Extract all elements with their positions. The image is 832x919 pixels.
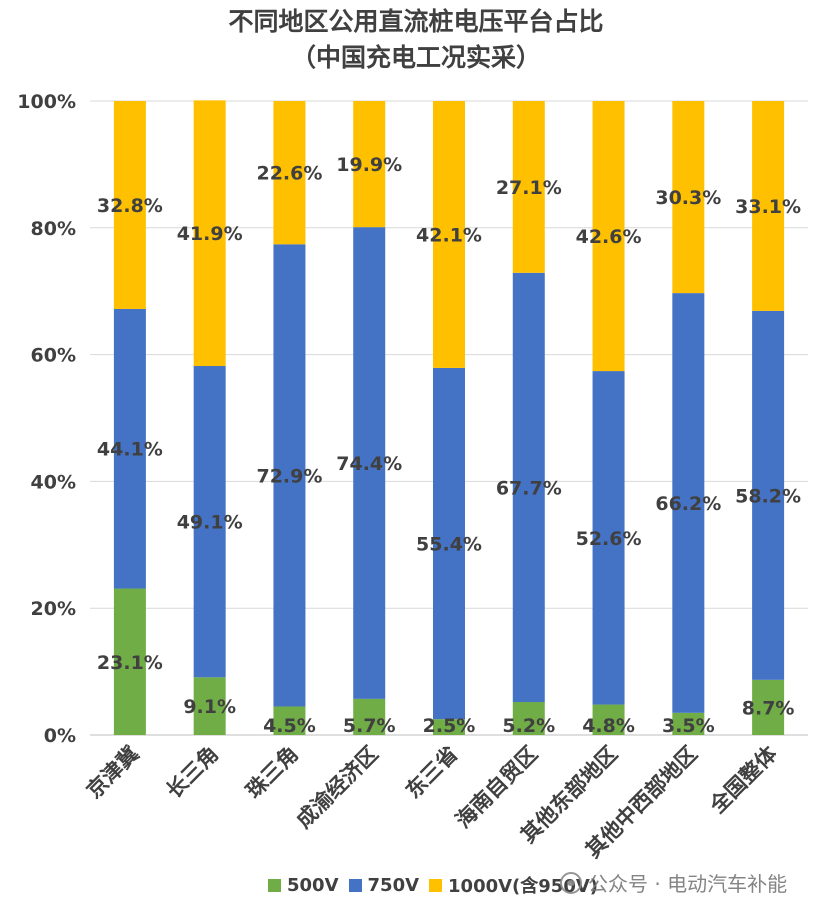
data-label: 74.4% bbox=[336, 453, 402, 475]
bar-segment bbox=[752, 679, 785, 735]
data-label: 52.6% bbox=[576, 528, 642, 550]
data-label: 4.5% bbox=[263, 715, 316, 737]
x-tick-label: 成渝经济区 bbox=[292, 742, 383, 833]
x-tick-label: 京津冀 bbox=[82, 742, 144, 804]
watermark-text: 公众号 · 电动汽车补能 bbox=[588, 872, 788, 896]
data-label: 19.9% bbox=[336, 154, 402, 176]
bar-segment bbox=[512, 702, 545, 735]
legend-item-750v: 750V bbox=[348, 874, 420, 896]
legend-swatch-500v bbox=[268, 878, 281, 892]
x-tick-label: 东三省 bbox=[401, 742, 463, 804]
bar-segment bbox=[592, 704, 625, 735]
y-tick-label: 100% bbox=[17, 91, 76, 113]
bar-segment bbox=[113, 588, 146, 735]
y-tick-label: 0% bbox=[44, 725, 76, 747]
bar-segment bbox=[193, 100, 226, 367]
bar-segment bbox=[193, 677, 226, 735]
data-label: 41.9% bbox=[177, 223, 243, 245]
data-label: 4.8% bbox=[582, 715, 635, 737]
data-label: 5.7% bbox=[343, 715, 396, 737]
bar-segment bbox=[433, 367, 465, 720]
y-tick-label: 60% bbox=[31, 345, 76, 367]
bar-segment bbox=[512, 101, 545, 273]
chart-title: 不同地区公用直流桩电压平台占比 bbox=[228, 7, 604, 36]
data-label: 67.7% bbox=[496, 477, 562, 499]
bar-segment bbox=[273, 101, 306, 245]
bar-segment bbox=[113, 308, 146, 589]
data-label: 8.7% bbox=[742, 697, 795, 719]
bar-segment bbox=[433, 719, 465, 735]
data-label: 42.1% bbox=[416, 224, 482, 246]
y-tick-label: 20% bbox=[31, 598, 76, 620]
bar-segment bbox=[672, 712, 705, 735]
data-label: 2.5% bbox=[423, 715, 476, 737]
bar-segment bbox=[672, 101, 705, 294]
wechat-icon bbox=[560, 871, 582, 894]
y-tick-label: 40% bbox=[31, 471, 76, 493]
bar-segment bbox=[752, 310, 785, 680]
chart-subtitle: （中国充电工况实采） bbox=[290, 43, 541, 72]
legend-swatch-1000v bbox=[429, 878, 443, 892]
bar-segment bbox=[353, 227, 386, 699]
bar-segment bbox=[273, 706, 306, 735]
bar-segment bbox=[592, 371, 625, 705]
data-label: 9.1% bbox=[183, 696, 236, 718]
bar-segment bbox=[512, 272, 545, 703]
x-tick-label: 全国整体 bbox=[705, 741, 783, 819]
bar-segment bbox=[273, 244, 306, 707]
bar-segment bbox=[353, 698, 386, 735]
bar-segment bbox=[193, 366, 226, 678]
data-label: 22.6% bbox=[256, 163, 322, 185]
bar-segment bbox=[672, 293, 705, 713]
legend: 500V 750V 1000V(含950V) bbox=[268, 872, 598, 898]
data-label: 27.1% bbox=[496, 177, 562, 199]
x-tick-label: 长三角 bbox=[162, 742, 224, 804]
bar-segment bbox=[592, 101, 625, 372]
legend-item-500v: 500V bbox=[268, 875, 339, 896]
x-tick-label: 珠三角 bbox=[241, 742, 303, 804]
bar-segment bbox=[353, 101, 386, 228]
bar-segment bbox=[113, 101, 146, 309]
y-tick-label: 80% bbox=[31, 218, 76, 240]
data-label: 72.9% bbox=[256, 465, 322, 487]
data-label: 33.1% bbox=[735, 196, 801, 218]
bar-segment bbox=[752, 101, 785, 311]
data-label: 42.6% bbox=[576, 226, 642, 248]
data-label: 49.1% bbox=[177, 512, 243, 534]
legend-label-750v: 750V bbox=[367, 874, 420, 896]
data-label: 23.1% bbox=[97, 652, 163, 674]
watermark: 公众号 · 电动汽车补能 bbox=[560, 868, 787, 897]
data-label: 66.2% bbox=[655, 493, 721, 515]
data-label: 30.3% bbox=[655, 187, 721, 209]
data-label: 5.2% bbox=[502, 715, 555, 737]
data-label: 58.2% bbox=[735, 485, 801, 507]
data-label: 44.1% bbox=[97, 439, 163, 461]
bar-segment bbox=[433, 101, 465, 368]
data-label: 32.8% bbox=[97, 195, 163, 217]
legend-swatch-750v bbox=[348, 878, 362, 892]
legend-label-500v: 500V bbox=[287, 874, 339, 896]
data-label: 3.5% bbox=[662, 715, 715, 737]
data-label: 55.4% bbox=[416, 534, 482, 556]
